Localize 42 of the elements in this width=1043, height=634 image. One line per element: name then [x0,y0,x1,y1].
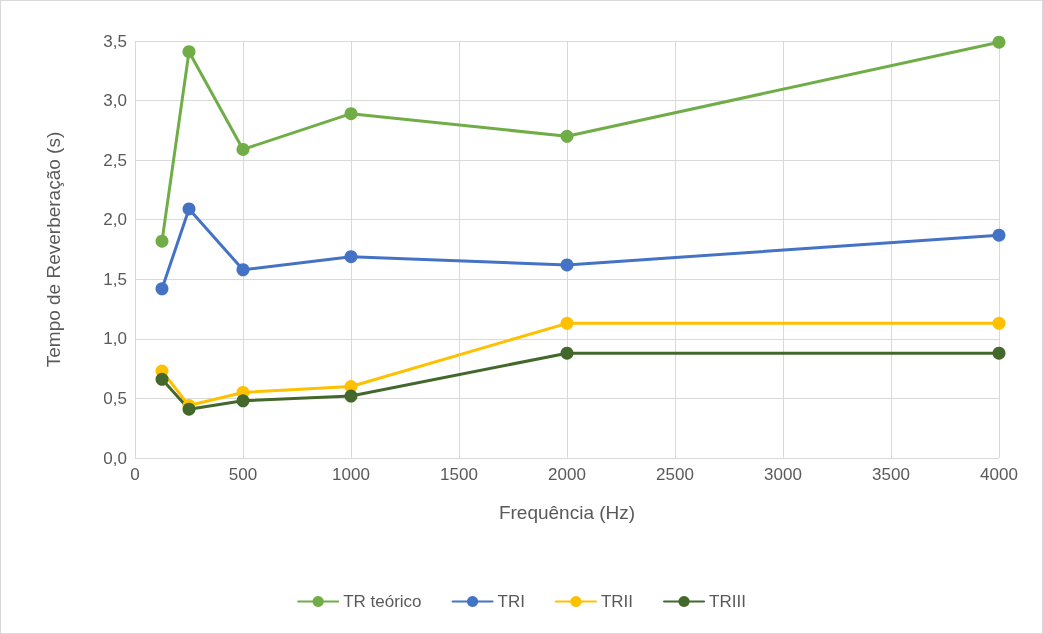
point [992,346,1006,360]
y-tick-label: 3,5 [103,31,127,51]
y-tick-label: 1,5 [103,269,127,289]
point [155,282,169,296]
x-tick-label: 500 [228,465,258,484]
x-tick-label: 2500 [656,465,694,484]
y-tick-label: 3,0 [103,91,127,111]
y-tick-label: 1,0 [103,329,127,349]
y-tick-label: 0,0 [103,448,127,468]
x-tick-label: 1000 [332,465,370,484]
y-tick-label: 2,5 [103,150,127,170]
point [560,346,574,360]
point [560,129,574,143]
legend-label: TRI [497,592,525,611]
point [236,394,250,408]
point [560,316,574,330]
x-tick-label: 2000 [548,465,586,484]
legend-label: TRII [600,592,634,611]
x-tick-label: 0 [130,465,140,484]
x-tick-label: 3500 [872,465,910,484]
x-tick-label: 3000 [764,465,802,484]
point [344,107,358,121]
point [992,228,1006,242]
y-tick-label: 0,5 [103,388,127,408]
point [155,234,169,248]
y-tick-label: 2,0 [103,210,127,230]
point [560,258,574,272]
legend-label: TRIII [709,592,746,611]
point [182,202,196,216]
y-axis-title: Tempo de Reverberação (s) [43,131,64,368]
point [992,316,1006,330]
point [236,142,250,156]
point [236,263,250,277]
x-tick-label: 1500 [440,465,478,484]
x-tick-label: 4000 [980,465,1018,484]
point [992,35,1006,49]
point [155,372,169,386]
legend-label: TR teórico [343,592,422,611]
point [344,250,358,264]
point [182,45,196,59]
point [344,389,358,403]
x-axis-title: Frequência (Hz) [498,502,636,523]
